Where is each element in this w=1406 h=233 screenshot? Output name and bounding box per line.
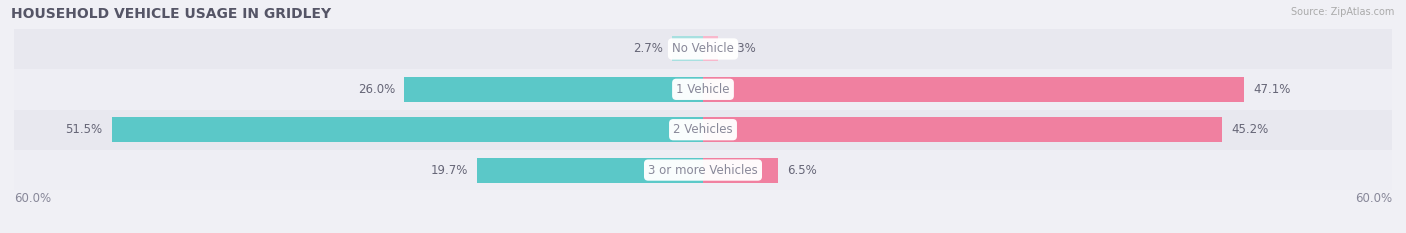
Bar: [672, 36, 703, 62]
Bar: [405, 77, 703, 102]
Bar: [703, 77, 1244, 102]
Text: 51.5%: 51.5%: [65, 123, 103, 136]
Bar: [703, 117, 1222, 142]
Text: 60.0%: 60.0%: [1355, 192, 1392, 205]
Text: 6.5%: 6.5%: [787, 164, 817, 177]
Text: 26.0%: 26.0%: [359, 83, 395, 96]
Text: 60.0%: 60.0%: [14, 192, 51, 205]
Bar: [14, 150, 1392, 190]
Text: 47.1%: 47.1%: [1253, 83, 1291, 96]
Text: 45.2%: 45.2%: [1232, 123, 1268, 136]
Bar: [703, 158, 778, 183]
Bar: [111, 117, 703, 142]
Bar: [14, 29, 1392, 69]
Text: Source: ZipAtlas.com: Source: ZipAtlas.com: [1291, 7, 1395, 17]
Bar: [14, 69, 1392, 110]
Text: 2 Vehicles: 2 Vehicles: [673, 123, 733, 136]
Text: No Vehicle: No Vehicle: [672, 42, 734, 55]
Text: 3 or more Vehicles: 3 or more Vehicles: [648, 164, 758, 177]
Text: 1 Vehicle: 1 Vehicle: [676, 83, 730, 96]
Text: 2.7%: 2.7%: [633, 42, 662, 55]
Text: HOUSEHOLD VEHICLE USAGE IN GRIDLEY: HOUSEHOLD VEHICLE USAGE IN GRIDLEY: [11, 7, 332, 21]
Bar: [14, 110, 1392, 150]
Bar: [703, 36, 718, 62]
Text: 19.7%: 19.7%: [430, 164, 468, 177]
Bar: [477, 158, 703, 183]
Text: 1.3%: 1.3%: [727, 42, 756, 55]
